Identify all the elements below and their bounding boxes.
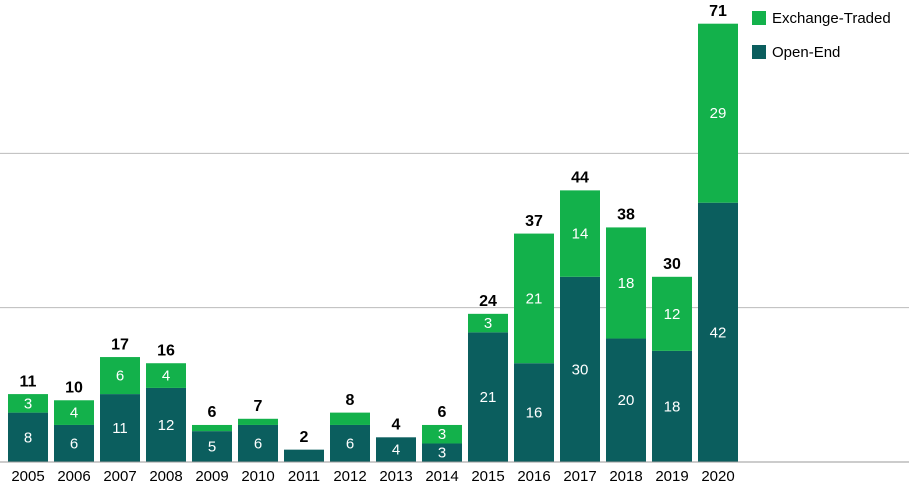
total-label: 6 xyxy=(438,404,447,421)
total-label: 11 xyxy=(20,373,37,390)
segment-label: 12 xyxy=(664,306,681,323)
segment-label: 20 xyxy=(618,392,635,409)
segment-label: 21 xyxy=(526,290,543,307)
x-tick-label: 2018 xyxy=(609,468,642,485)
segment-label: 18 xyxy=(664,398,681,415)
segment-label: 30 xyxy=(572,361,589,378)
total-label: 37 xyxy=(525,213,543,230)
x-tick-label: 2010 xyxy=(241,468,274,485)
x-tick-label: 2016 xyxy=(517,468,550,485)
segment-label: 21 xyxy=(480,389,497,406)
bar-segment xyxy=(238,424,278,462)
bar-segment xyxy=(376,437,416,462)
segment-label: 12 xyxy=(158,417,175,434)
x-tick-label: 2019 xyxy=(655,468,688,485)
segment-label: 4 xyxy=(162,368,170,385)
legend-swatch xyxy=(752,11,766,25)
legend-swatch xyxy=(752,45,766,59)
segment-label: 3 xyxy=(24,395,32,412)
bar-segment xyxy=(330,424,370,462)
bar-segment xyxy=(192,424,232,432)
x-tick-label: 2011 xyxy=(288,468,320,485)
x-tick-label: 2020 xyxy=(701,468,734,485)
segment-label: 6 xyxy=(254,435,262,452)
bar-segment xyxy=(514,233,554,364)
x-tick-label: 2007 xyxy=(103,468,136,485)
segment-label: 18 xyxy=(618,275,635,292)
bar-segment xyxy=(560,276,600,462)
segment-label: 6 xyxy=(70,435,78,452)
segment-label: 42 xyxy=(710,324,727,341)
segment-label: 3 xyxy=(438,426,446,443)
bar-segment xyxy=(146,363,186,388)
segment-label: 4 xyxy=(70,405,78,422)
bar-segment xyxy=(330,412,370,425)
bar-segment xyxy=(422,443,462,462)
bar-segment xyxy=(54,424,94,462)
bar-segment xyxy=(100,357,140,395)
total-label: 6 xyxy=(208,404,217,421)
bar-segment xyxy=(514,363,554,462)
x-tick-label: 2005 xyxy=(11,468,44,485)
legend-label: Open-End xyxy=(772,44,840,61)
bar-segment xyxy=(8,412,48,462)
bar-segment xyxy=(560,190,600,277)
segment-label: 29 xyxy=(710,105,727,122)
bar-segment xyxy=(100,394,140,462)
bar-segment xyxy=(422,424,462,444)
x-tick-label: 2009 xyxy=(195,468,228,485)
total-label: 24 xyxy=(479,293,497,310)
bar-segment xyxy=(8,394,48,413)
bar-segment xyxy=(284,449,324,462)
bar-segment xyxy=(652,350,692,462)
total-label: 38 xyxy=(617,207,635,224)
total-label: 10 xyxy=(65,379,83,396)
total-label: 4 xyxy=(392,417,401,434)
x-tick-label: 2008 xyxy=(149,468,182,485)
segment-label: 16 xyxy=(526,405,543,422)
segment-label: 6 xyxy=(346,435,354,452)
bar-segment xyxy=(192,431,232,462)
bar-segment xyxy=(698,202,738,462)
bar-segment xyxy=(606,227,646,339)
total-label: 17 xyxy=(111,336,129,353)
x-tick-label: 2015 xyxy=(471,468,504,485)
total-label: 7 xyxy=(254,398,263,415)
bar-segment xyxy=(698,23,738,203)
bar-segment xyxy=(606,338,646,462)
segment-label: 3 xyxy=(438,445,446,462)
segment-label: 14 xyxy=(572,226,589,243)
bar-segment xyxy=(468,332,508,462)
bar-segment xyxy=(238,418,278,425)
x-tick-label: 2006 xyxy=(57,468,90,485)
segment-label: 11 xyxy=(112,420,128,437)
segment-label: 3 xyxy=(484,315,492,332)
segment-label: 5 xyxy=(208,439,216,456)
segment-label: 8 xyxy=(24,429,32,446)
bar-segment xyxy=(468,313,508,333)
x-tick-label: 2017 xyxy=(563,468,596,485)
x-tick-label: 2014 xyxy=(425,468,458,485)
x-tick-label: 2012 xyxy=(333,468,366,485)
total-label: 16 xyxy=(157,342,175,359)
total-label: 30 xyxy=(663,256,681,273)
total-label: 8 xyxy=(346,392,355,409)
x-tick-label: 2013 xyxy=(379,468,412,485)
bar-segment xyxy=(146,387,186,462)
total-label: 71 xyxy=(709,3,727,20)
legend-label: Exchange-Traded xyxy=(772,10,891,27)
bar-segment xyxy=(54,400,94,425)
total-label: 44 xyxy=(571,170,589,187)
segment-label: 6 xyxy=(116,368,124,385)
total-label: 2 xyxy=(300,429,309,446)
segment-label: 4 xyxy=(392,442,400,459)
bar-segment xyxy=(652,276,692,351)
